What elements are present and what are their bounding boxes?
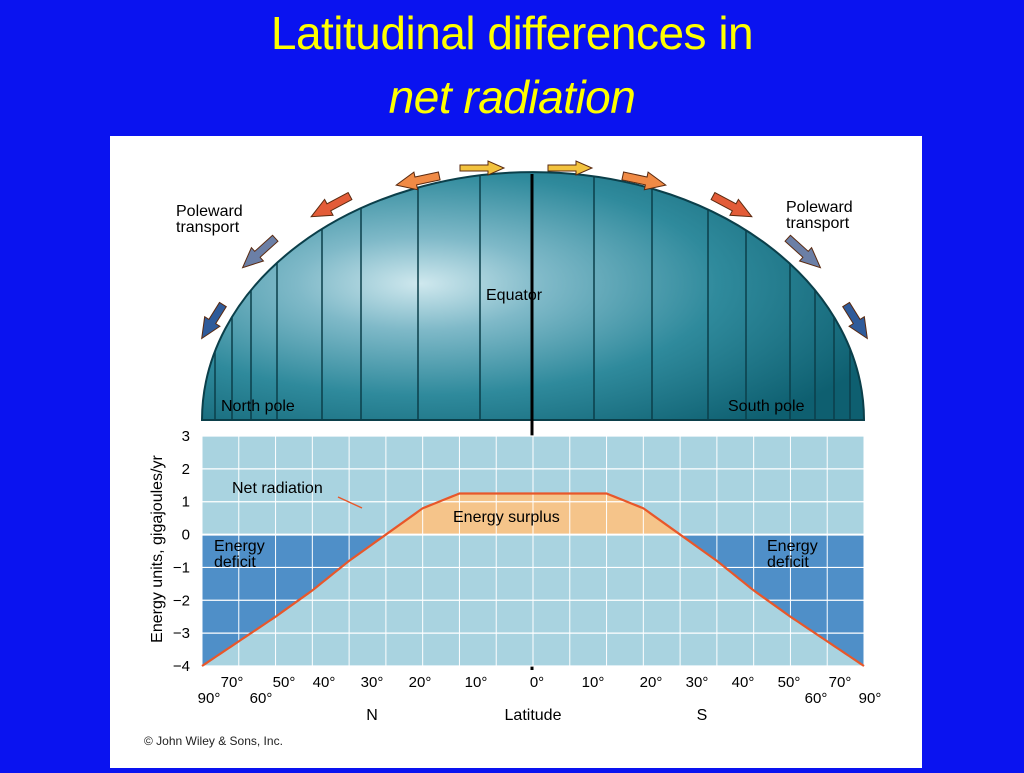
arrow-left-4 [241,234,279,269]
energy-deficit-right-label-1: Energy [767,538,818,555]
poleward-label-left-1: Poleward [176,203,243,220]
slide-title-line-2: net radiation [388,71,636,123]
x-tick-label: 40° [732,674,755,691]
x-tick-label: 50° [273,674,296,691]
arrow-left-5 [201,301,227,340]
hemisphere-label-north: N [366,707,378,724]
x-axis-title: Latitude [505,707,562,724]
net-radiation-curve [201,492,865,667]
energy-deficit-right-label-2: deficit [767,554,809,571]
poleward-arrows [201,160,868,340]
y-tick-label: −1 [173,559,190,576]
arrow-left-1 [459,160,506,176]
y-tick-label: −2 [173,592,190,609]
x-tick-label: 90° [198,690,221,707]
energy-deficit-left-label-1: Energy [214,538,265,555]
poleward-label-right-1: Poleward [786,199,853,216]
x-tick-label: 60° [250,690,273,707]
x-tick-label: 10° [582,674,605,691]
y-tick-label: −3 [173,625,190,642]
x-tick-label: 20° [640,674,663,691]
energy-deficit-left-label-2: deficit [214,554,256,571]
x-tick-label: 50° [778,674,801,691]
y-tick-label: 2 [182,461,190,478]
energy-surplus-label: Energy surplus [453,509,560,526]
arrow-right-5 [842,301,868,340]
y-tick-label: −4 [173,658,190,675]
poleward-label-left-2: transport [176,219,240,236]
poleward-label-right-2: transport [786,215,850,232]
y-tick-label: 3 [182,428,190,445]
figure-panel: Equator North pole South pole [110,136,922,768]
equator-label: Equator [486,287,543,304]
x-tick-label: 30° [361,674,384,691]
net-radiation-chart: 3 2 1 0 −1 −2 −3 −4 70° 50° 40° 30° 20° 10° 0° 10° 20° 30… [173,428,881,724]
x-tick-label: 60° [805,690,828,707]
x-tick-label: 40° [313,674,336,691]
arrow-right-4 [784,234,822,269]
south-pole-label: South pole [728,398,805,415]
net-radiation-leader [337,496,363,509]
slide-title-line-1: Latitudinal differences in [270,7,754,59]
x-tick-label: 70° [829,674,852,691]
net-radiation-label: Net radiation [232,480,323,497]
net-radiation-figure: Equator North pole South pole [144,160,881,748]
x-tick-label: 70° [221,674,244,691]
x-tick-label: 0° [530,674,544,691]
x-tick-label: 30° [686,674,709,691]
y-tick-label: 1 [182,494,190,511]
x-tick-label: 90° [859,690,882,707]
hemisphere-label-south: S [697,707,708,724]
x-tick-label: 20° [409,674,432,691]
north-pole-label: North pole [221,398,295,415]
arrow-left-3 [310,191,353,218]
arrow-right-3 [710,191,753,218]
arrow-left-2 [395,171,441,191]
arrow-right-2 [621,171,667,191]
x-tick-label: 10° [465,674,488,691]
arrow-right-1 [547,160,594,176]
y-tick-label: 0 [182,527,190,544]
y-axis-title: Energy units, gigajoules/yr [149,455,166,643]
copyright-text: © John Wiley & Sons, Inc. [144,734,283,748]
